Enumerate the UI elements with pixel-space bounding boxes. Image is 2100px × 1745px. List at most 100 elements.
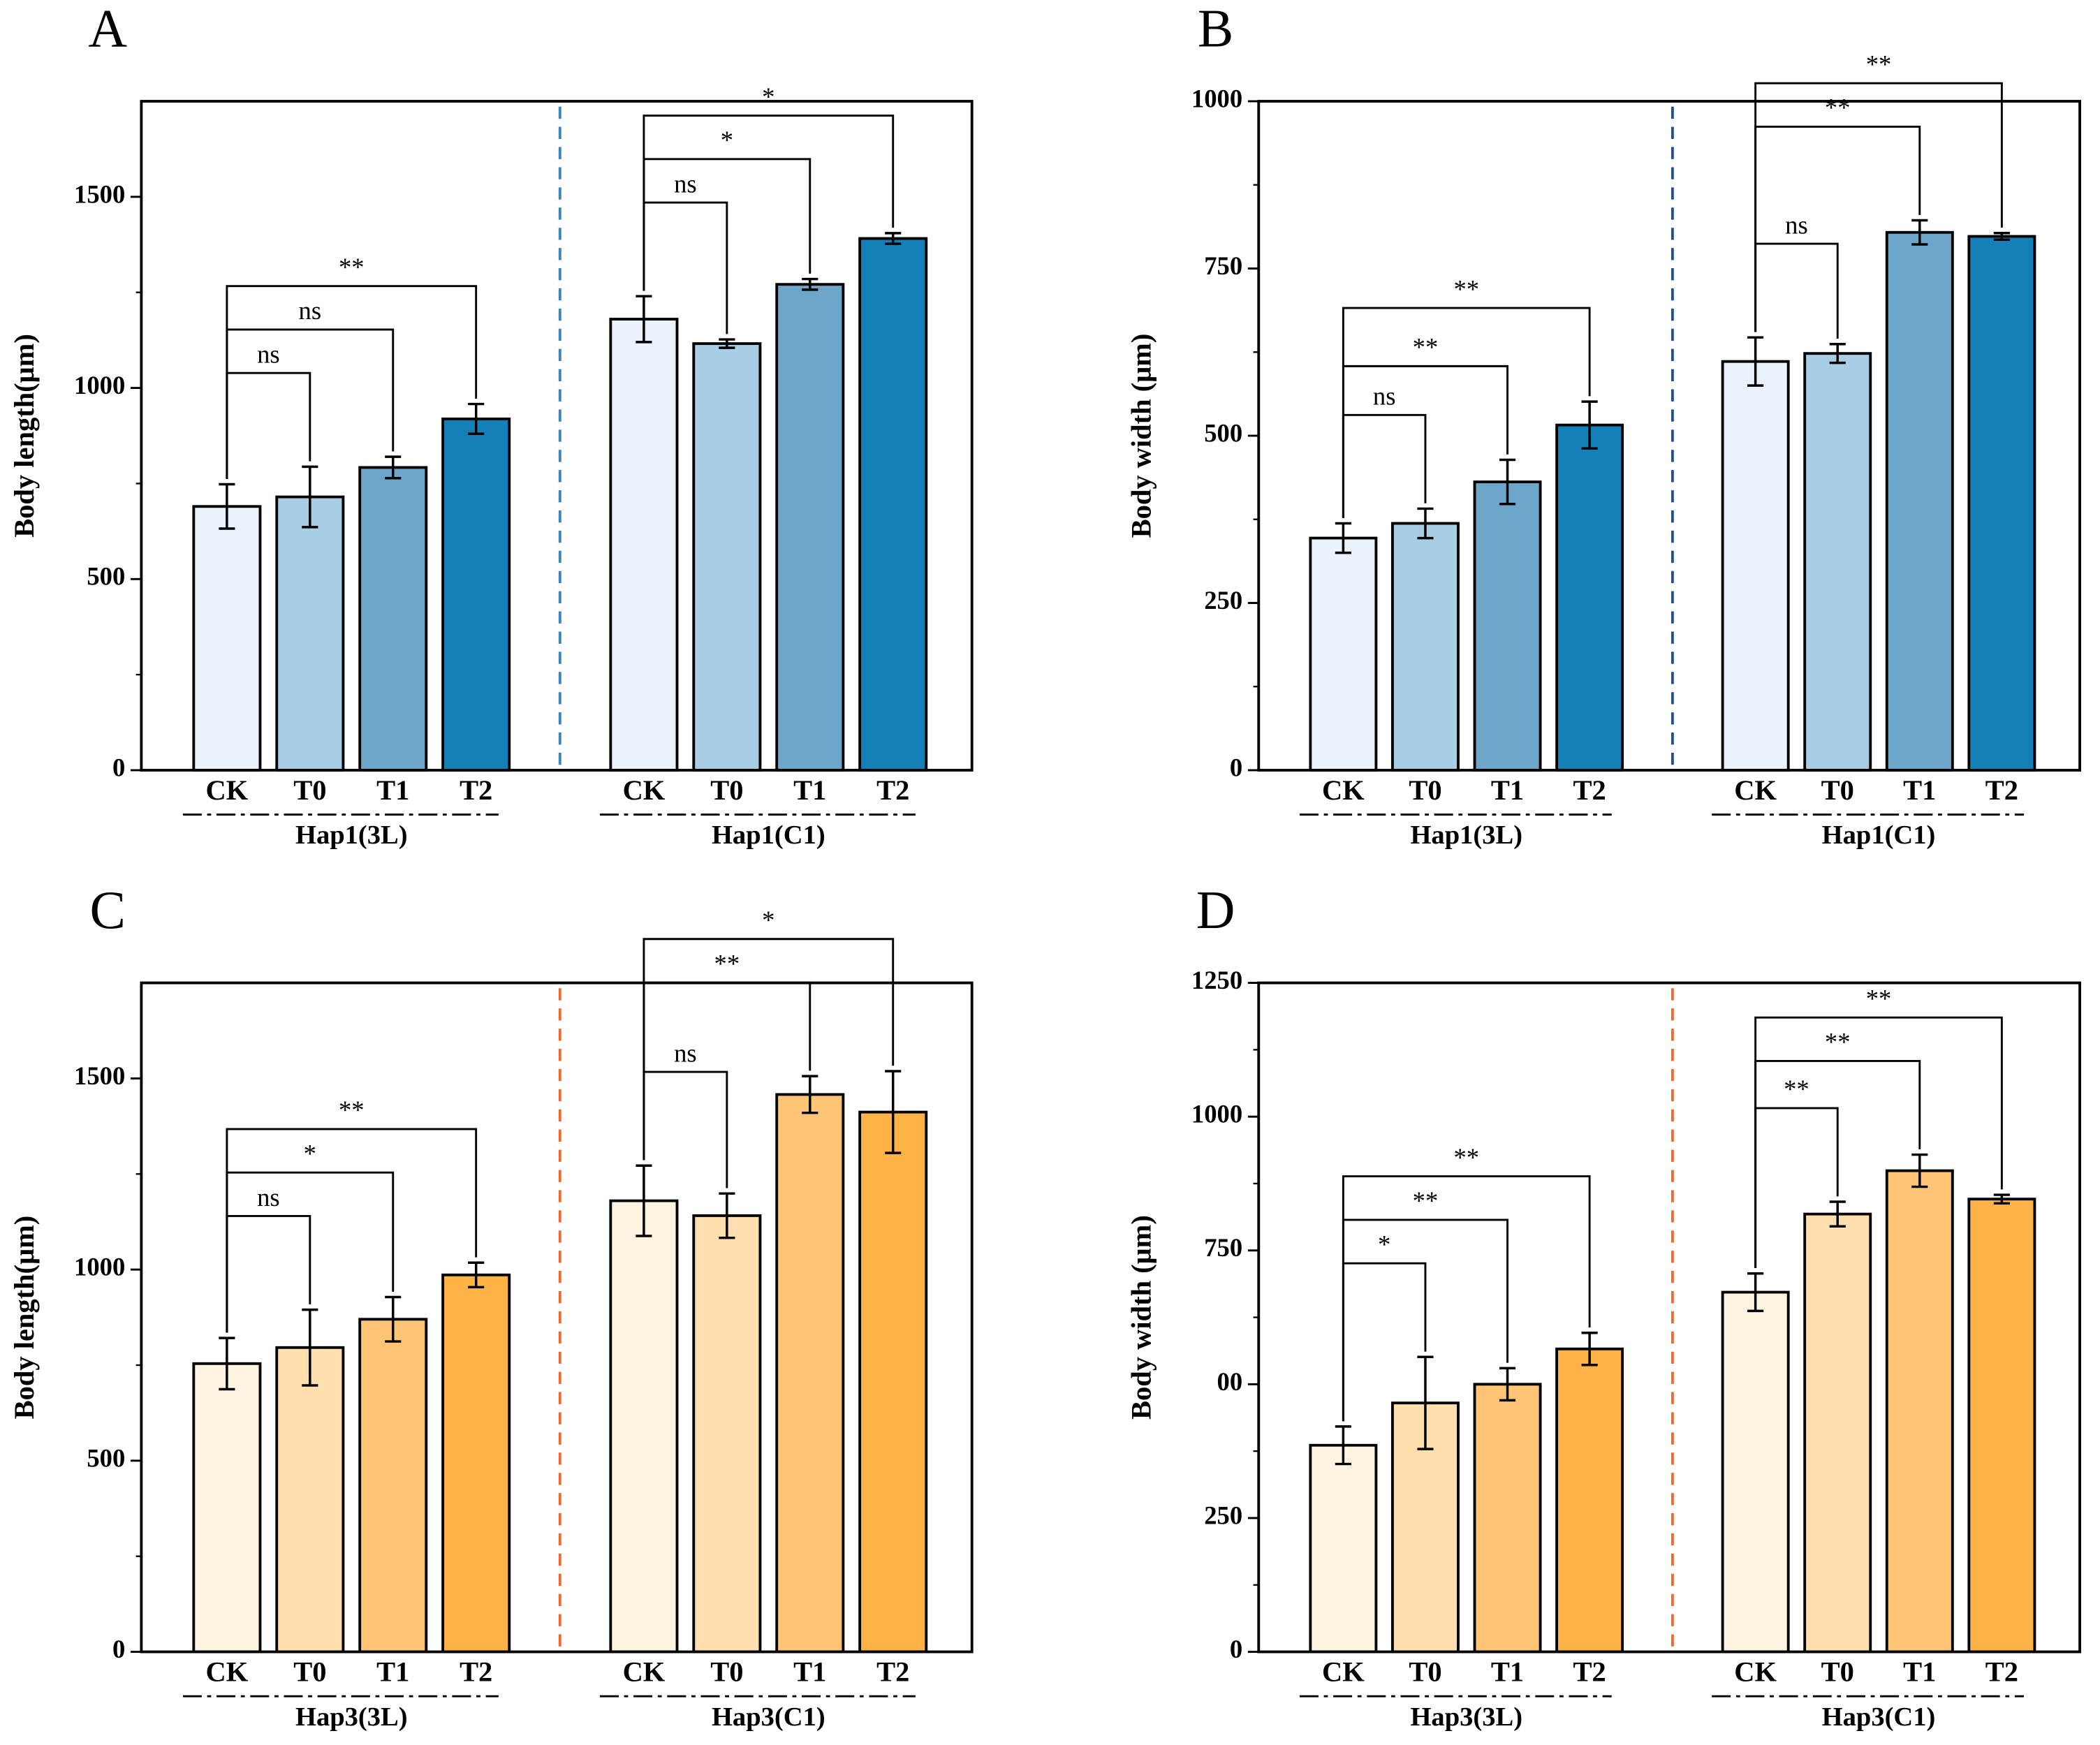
x-tick-label: T2 (460, 774, 492, 806)
bar (1721, 360, 1790, 772)
group-label: Hap3(3L) (1410, 1702, 1522, 1732)
significance-bracket (1342, 413, 1427, 518)
error-bar (1417, 1355, 1434, 1450)
x-tick-label: CK (1322, 1656, 1365, 1688)
error-bar (1417, 507, 1434, 540)
y-tick-label: 1000 (1191, 84, 1242, 112)
error-bar (302, 1308, 318, 1387)
significance-label: ** (1866, 50, 1892, 78)
error-bar (385, 455, 402, 480)
y-axis-label: Body length(μm) (8, 1216, 40, 1420)
y-axis-label: Body width (μm) (1126, 334, 1157, 538)
bar (692, 1214, 762, 1654)
significance-label: ** (1825, 1028, 1851, 1056)
x-tick-label: CK (206, 774, 249, 806)
bar (1555, 1347, 1624, 1654)
x-tick-label: T0 (1821, 774, 1854, 806)
y-tick-label: 1500 (74, 1061, 125, 1090)
bar (1967, 1198, 2036, 1654)
y-tick-label: 1000 (74, 371, 125, 399)
group-label: Hap1(3L) (1410, 820, 1522, 850)
error-bar (302, 465, 318, 529)
x-tick-label: T0 (1409, 774, 1441, 806)
x-tick-label: CK (1734, 1656, 1777, 1688)
significance-bracket (1754, 1016, 2003, 1269)
error-bar (1499, 458, 1516, 506)
x-tick-label: T1 (793, 1656, 826, 1688)
group-label: Hap1(3L) (295, 820, 408, 850)
y-tick-label: 0 (1230, 1635, 1242, 1663)
significance-label: * (762, 82, 774, 111)
bar (358, 1318, 428, 1654)
x-tick-label: T0 (293, 774, 326, 806)
bar (1391, 522, 1460, 772)
bar (1967, 235, 2036, 772)
x-tick-label: T0 (710, 774, 743, 806)
bar (275, 1346, 345, 1654)
x-tick-label: CK (623, 774, 666, 806)
error-bar (885, 1070, 902, 1154)
panel-label: A (88, 0, 127, 58)
panel-label: D (1196, 880, 1235, 940)
bar (1473, 1383, 1542, 1654)
bar (1309, 1443, 1378, 1654)
bar (1803, 1212, 1872, 1654)
error-bar (1747, 1272, 1764, 1313)
significance-bracket (1754, 82, 2003, 332)
x-tick-label: T1 (1903, 1656, 1936, 1688)
significance-bracket (1754, 242, 1839, 339)
bar (609, 1199, 679, 1654)
bar (275, 495, 345, 772)
error-bar (468, 402, 485, 436)
x-tick-label: T2 (1573, 774, 1606, 806)
bar (775, 1093, 845, 1654)
plot-frame (1257, 100, 2082, 772)
panel-label: C (89, 880, 125, 940)
x-tick-label: CK (1734, 774, 1777, 806)
significance-label: ** (1453, 1143, 1479, 1172)
bar (441, 417, 511, 772)
error-bar (1581, 400, 1598, 450)
significance-label: * (762, 906, 774, 934)
bar (192, 505, 262, 772)
y-tick-label: 250 (1204, 1501, 1242, 1529)
significance-label: ** (714, 949, 740, 978)
significance-label: ** (339, 1096, 365, 1124)
significance-bracket (226, 1128, 478, 1333)
significance-label: ns (1785, 210, 1808, 239)
significance-bracket (643, 115, 895, 291)
bar (192, 1362, 262, 1654)
error-bar (1911, 219, 1928, 246)
bar (358, 466, 428, 772)
significance-bracket (226, 371, 311, 479)
x-tick-label: T2 (1985, 1656, 2018, 1688)
bar (692, 342, 762, 772)
bar (1555, 423, 1624, 772)
plot-frame (140, 981, 974, 1654)
significance-label: ** (1413, 333, 1439, 362)
bar (858, 1110, 928, 1654)
group-label: Hap3(C1) (1822, 1702, 1936, 1732)
significance-label: ns (299, 296, 322, 325)
x-tick-label: T2 (876, 1656, 909, 1688)
bar (775, 283, 845, 772)
error-bar (1335, 1425, 1351, 1466)
bar (441, 1273, 511, 1654)
error-bar (1993, 1193, 2010, 1205)
bar (1885, 1169, 1954, 1654)
x-tick-label: T0 (710, 1656, 743, 1688)
bar (609, 318, 679, 772)
y-tick-label: 750 (1204, 1233, 1242, 1262)
group-label: Hap3(C1) (712, 1702, 825, 1732)
bar (1721, 1290, 1790, 1654)
bar (858, 237, 928, 772)
bar (1885, 230, 1954, 772)
error-bar (802, 277, 818, 291)
x-tick-label: T1 (793, 774, 826, 806)
significance-label: * (304, 1139, 316, 1168)
panel-label: B (1198, 0, 1233, 58)
x-tick-label: T2 (1985, 774, 2018, 806)
y-tick-label: 0 (112, 1635, 125, 1663)
error-bar (885, 232, 902, 245)
